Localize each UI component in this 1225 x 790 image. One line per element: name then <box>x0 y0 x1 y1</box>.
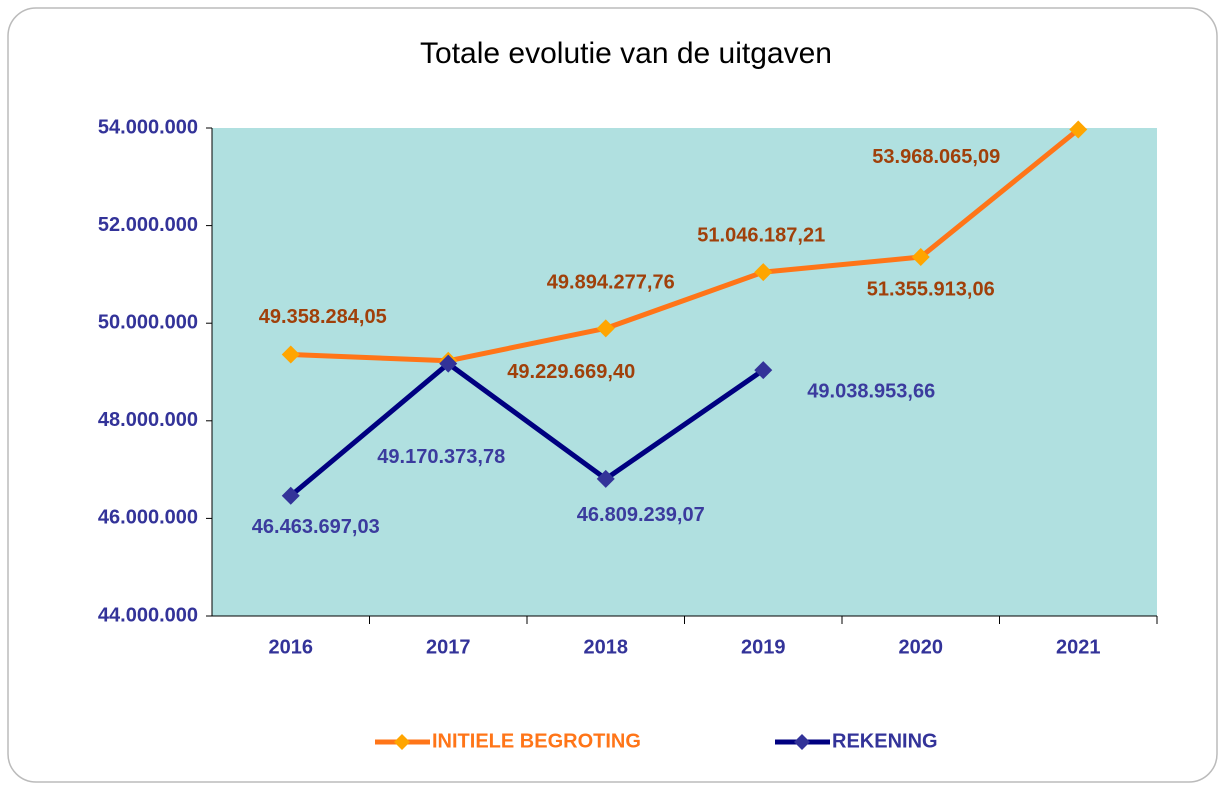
value-label: 51.355.913,06 <box>867 278 995 300</box>
x-tick-label: 2021 <box>1056 636 1101 658</box>
x-tick-label: 2018 <box>584 636 629 658</box>
value-label: 46.809.239,07 <box>577 504 705 526</box>
chart-title: Totale evolutie van de uitgaven <box>420 37 832 70</box>
y-tick-label: 44.000.000 <box>98 604 198 626</box>
value-label: 51.046.187,21 <box>697 224 825 246</box>
point-marker <box>754 263 773 282</box>
series-line <box>290 127 1080 364</box>
x-tick-label: 2020 <box>899 636 944 658</box>
point-marker <box>281 486 300 505</box>
x-tick-label: 2017 <box>426 636 471 658</box>
legend-marker <box>394 734 410 750</box>
plot-area <box>212 128 1157 616</box>
y-tick-label: 46.000.000 <box>98 507 198 529</box>
point-marker <box>596 469 615 488</box>
value-label: 53.968.065,09 <box>872 146 1000 168</box>
legend-label: REKENING <box>832 730 938 752</box>
value-label: 49.038.953,66 <box>807 380 935 402</box>
y-tick-label: 48.000.000 <box>98 409 198 431</box>
point-marker <box>596 319 615 338</box>
y-tick-label: 50.000.000 <box>98 311 198 333</box>
point-marker <box>911 248 930 267</box>
point-marker <box>439 354 458 373</box>
point-marker <box>754 361 773 380</box>
series-line <box>289 361 765 498</box>
point-marker <box>281 345 300 364</box>
x-tick-label: 2016 <box>269 636 314 658</box>
legend-marker <box>794 734 810 750</box>
y-tick-label: 54.000.000 <box>98 116 198 138</box>
legend-label: INITIELE BEGROTING <box>432 730 641 752</box>
y-tick-label: 52.000.000 <box>98 214 198 236</box>
value-label: 49.894.277,76 <box>547 272 675 294</box>
x-tick-label: 2019 <box>741 636 786 658</box>
value-label: 46.463.697,03 <box>252 516 380 538</box>
point-marker <box>1069 120 1088 139</box>
value-label: 49.358.284,05 <box>259 306 387 328</box>
value-label: 49.170.373,78 <box>377 446 505 468</box>
value-label: 49.229.669,40 <box>507 361 635 383</box>
